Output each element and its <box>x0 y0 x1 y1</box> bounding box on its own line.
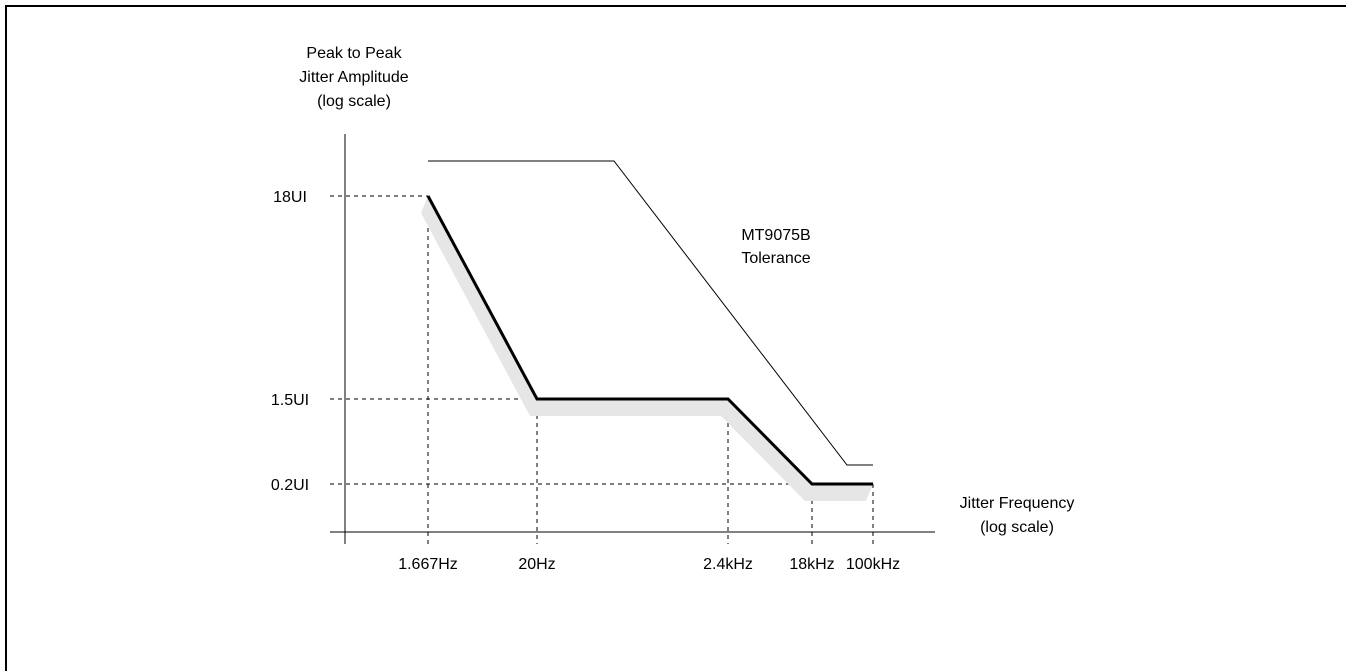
x-axis-title: Jitter Frequency (log scale) <box>960 495 1075 536</box>
x-tick-label-1: 20Hz <box>518 556 555 573</box>
series-annotation: MT9075B Tolerance <box>741 227 810 267</box>
series-lines <box>421 160 873 501</box>
dashed-guide-lines <box>330 195 874 544</box>
x-tick-label-2: 2.4kHz <box>703 556 753 573</box>
ylabel-line-2: (log scale) <box>317 93 391 110</box>
axis-labels: Peak to Peak Jitter Amplitude (log scale) … <box>299 45 1074 536</box>
x-tick-label-0: 1.667Hz <box>398 556 458 573</box>
figure-frame <box>5 5 1346 671</box>
annot-line-0: MT9075B <box>741 227 810 244</box>
y-tick-label-1: 1.5UI <box>271 392 309 409</box>
tolerance-curve <box>428 160 873 466</box>
axis-ticks: 1.667Hz 20Hz 2.4kHz 18kHz 100kHz 18UI 1.5UI 0.2… <box>271 189 900 573</box>
annot-line-1: Tolerance <box>741 250 810 267</box>
xlabel-line-1: (log scale) <box>980 519 1054 536</box>
axes <box>330 134 935 544</box>
ylabel-line-0: Peak to Peak <box>306 45 402 62</box>
y-tick-label-2: 0.2UI <box>271 477 309 494</box>
jitter-mask-curve <box>426 195 873 486</box>
x-tick-label-4: 100kHz <box>846 556 900 573</box>
x-tick-label-3: 18kHz <box>789 556 834 573</box>
y-axis-title: Peak to Peak Jitter Amplitude (log scale) <box>299 45 408 110</box>
xlabel-line-0: Jitter Frequency <box>960 495 1075 512</box>
y-tick-label-0: 18UI <box>273 189 307 206</box>
ylabel-line-1: Jitter Amplitude <box>299 69 408 86</box>
